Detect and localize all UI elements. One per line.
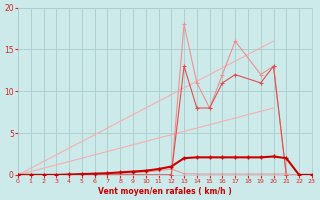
X-axis label: Vent moyen/en rafales ( km/h ): Vent moyen/en rafales ( km/h ): [98, 187, 232, 196]
